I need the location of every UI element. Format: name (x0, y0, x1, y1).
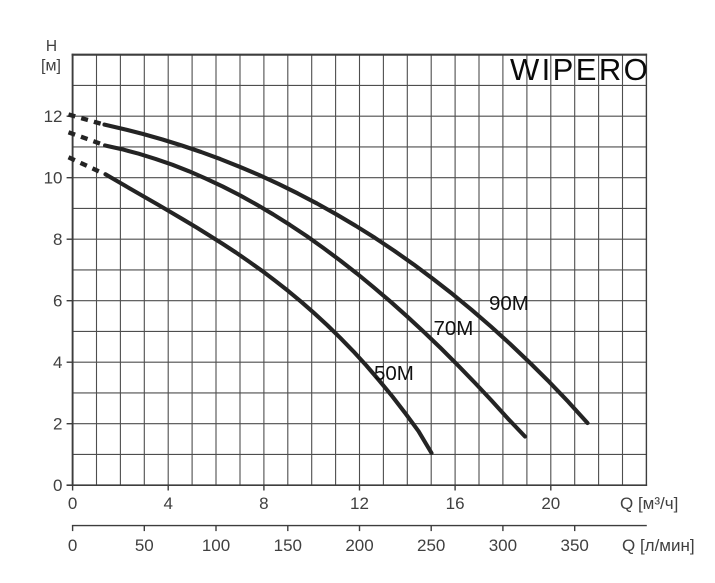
svg-text:50: 50 (135, 536, 154, 555)
svg-text:WIPERO: WIPERO (510, 52, 650, 87)
svg-text:90M: 90M (489, 292, 529, 315)
svg-text:4: 4 (53, 353, 62, 372)
svg-text:20: 20 (541, 494, 560, 513)
svg-text:6: 6 (53, 292, 62, 311)
svg-text:Q [м³/ч]: Q [м³/ч] (620, 494, 678, 513)
svg-text:4: 4 (163, 494, 172, 513)
svg-text:2: 2 (53, 415, 62, 434)
svg-text:150: 150 (274, 536, 302, 555)
svg-text:[м]: [м] (41, 58, 61, 75)
svg-text:0: 0 (68, 536, 77, 555)
svg-text:H: H (46, 38, 57, 55)
svg-text:350: 350 (561, 536, 589, 555)
svg-text:8: 8 (259, 494, 268, 513)
svg-text:300: 300 (489, 536, 517, 555)
svg-text:Q [л/мин]: Q [л/мин] (622, 536, 695, 555)
svg-text:100: 100 (202, 536, 230, 555)
svg-text:200: 200 (345, 536, 373, 555)
svg-text:10: 10 (44, 169, 63, 188)
svg-text:50M: 50M (374, 362, 414, 385)
svg-text:0: 0 (53, 476, 62, 495)
svg-text:250: 250 (417, 536, 445, 555)
svg-text:8: 8 (53, 230, 62, 249)
svg-text:12: 12 (44, 107, 63, 126)
svg-text:0: 0 (68, 494, 77, 513)
svg-text:16: 16 (446, 494, 465, 513)
svg-text:12: 12 (350, 494, 369, 513)
svg-text:70M: 70M (434, 317, 474, 340)
